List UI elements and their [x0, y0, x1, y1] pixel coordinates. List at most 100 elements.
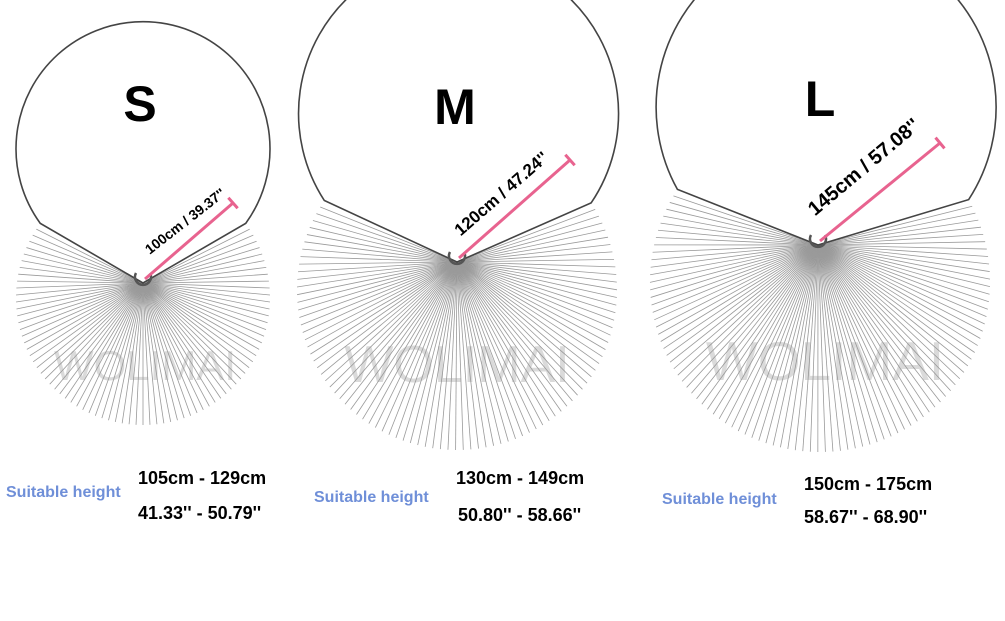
- fan-rib: [374, 261, 458, 428]
- fan-rib: [456, 261, 616, 314]
- watermark-m: WOLIMAI: [344, 336, 569, 394]
- fan-rib: [142, 240, 257, 284]
- fan-rib: [325, 261, 458, 382]
- fan-rib: [424, 261, 458, 447]
- fan-rib: [388, 261, 458, 435]
- fan-rib: [142, 282, 158, 425]
- fan-rib: [817, 233, 984, 246]
- fan-rib: [142, 282, 192, 416]
- fan-rib: [142, 280, 269, 284]
- fan-rib: [817, 244, 989, 257]
- fan-rib: [673, 244, 819, 370]
- fan-rib: [817, 244, 951, 392]
- fan-rib: [718, 244, 819, 420]
- fan-rib: [817, 244, 965, 373]
- fan-rib: [142, 247, 260, 284]
- fan-rib: [456, 261, 617, 283]
- fan-rib: [817, 244, 924, 418]
- fan-rib: [686, 244, 819, 388]
- fan-rib: [456, 261, 530, 433]
- fan-rib: [817, 244, 961, 380]
- fan-rib: [142, 260, 265, 284]
- fan-rib: [142, 282, 254, 363]
- fan-rib: [817, 244, 878, 443]
- fan-rib: [142, 282, 262, 344]
- fan-rib: [142, 282, 227, 395]
- fan-rib: [456, 261, 550, 421]
- fan-rib: [817, 244, 987, 318]
- fan-rib: [456, 261, 615, 321]
- fan-rib: [456, 261, 479, 449]
- fan-rib: [456, 261, 606, 350]
- fan-rib: [817, 244, 892, 437]
- fan-rib: [456, 261, 578, 396]
- fan-rib: [320, 261, 458, 375]
- fan-rib: [817, 244, 885, 440]
- fan-rib: [16, 282, 144, 289]
- fan-rib: [817, 244, 841, 451]
- fan-rib: [456, 261, 616, 268]
- fan-rib: [121, 282, 144, 424]
- fan-rib: [142, 282, 257, 356]
- fan-rib: [142, 282, 204, 410]
- fan-rib: [655, 244, 819, 328]
- fan-rib: [142, 282, 270, 303]
- fan-rib: [142, 282, 185, 419]
- fan-rib: [447, 261, 458, 450]
- fan-rib: [817, 244, 990, 272]
- fan-rib: [731, 244, 819, 428]
- hanging-ring-icon: [447, 251, 467, 266]
- measure-line-s: [144, 201, 234, 281]
- fan-rib: [681, 244, 819, 382]
- fan-rib: [21, 260, 144, 284]
- fan-rib: [696, 244, 819, 400]
- measure-end-cap: [564, 153, 576, 167]
- fan-rib: [794, 244, 819, 451]
- suitable-height-label-s: Suitable height: [6, 484, 121, 501]
- fan-rib: [108, 282, 144, 421]
- fan-rib: [724, 244, 819, 424]
- fan-rib: [26, 282, 144, 350]
- fan-rib: [817, 205, 973, 246]
- fan-rib: [142, 282, 151, 425]
- hanging-ring-icon: [808, 234, 828, 249]
- fan-rib: [334, 261, 458, 394]
- fan-rib: [817, 244, 989, 303]
- fan-rib: [142, 282, 237, 385]
- fan-rib: [142, 282, 198, 414]
- fan-rib: [456, 261, 617, 275]
- fan-rib: [817, 244, 899, 434]
- fan-rib: [24, 282, 144, 344]
- fan-rib: [817, 244, 972, 360]
- fan-rib: [21, 282, 144, 337]
- fan-rib: [19, 282, 144, 330]
- fan-rib: [677, 244, 819, 376]
- fan-rib: [456, 261, 588, 384]
- fan-rib: [751, 244, 819, 438]
- fan-rib: [356, 261, 458, 415]
- fan-rib: [456, 261, 596, 371]
- fan-rib: [142, 282, 268, 324]
- measure-line-m: [458, 158, 571, 260]
- fan-rib: [456, 261, 544, 426]
- fan-rib: [817, 244, 983, 332]
- fan-rib: [23, 253, 144, 284]
- fan-rib: [650, 244, 819, 276]
- fan-rib: [432, 261, 458, 449]
- fan-rib: [817, 212, 976, 246]
- fan-rib: [142, 273, 268, 284]
- measure-line-l: [819, 141, 941, 243]
- fan-rib: [304, 241, 458, 263]
- fan-rib: [650, 244, 819, 298]
- fan-rib: [310, 261, 458, 355]
- fan-rib: [44, 282, 144, 380]
- fan-rib: [304, 261, 458, 341]
- fan-rib: [312, 220, 458, 263]
- fan-rib: [29, 240, 144, 284]
- fan-rib: [817, 244, 826, 452]
- fan-rib: [817, 244, 849, 450]
- fan-rib: [817, 244, 990, 295]
- fan-rib: [817, 226, 981, 246]
- fan-rib: [673, 195, 819, 246]
- fan-rib: [817, 244, 936, 408]
